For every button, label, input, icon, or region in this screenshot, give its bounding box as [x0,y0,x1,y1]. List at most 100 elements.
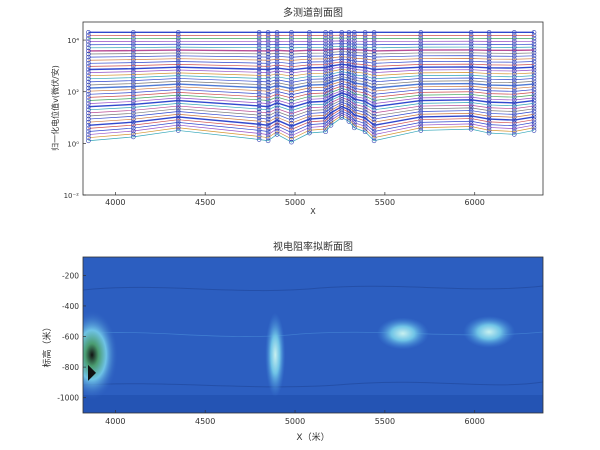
data-point [468,38,474,44]
data-point [531,50,537,56]
data-point [256,94,262,100]
data-point [289,54,294,60]
data-point [486,96,492,102]
data-point [175,41,181,47]
data-point [307,94,312,99]
data-point [362,30,368,35]
data-point [371,113,377,119]
data-point [371,39,377,44]
data-point [131,69,136,74]
data-point [274,114,280,120]
data-point [468,61,474,67]
data-point [256,48,262,54]
data-point [256,134,262,139]
data-point [418,56,424,61]
data-point [511,74,517,80]
series-line [88,63,535,71]
data-point [362,70,368,76]
data-point [371,73,377,79]
data-point [531,70,537,76]
data-point [531,117,537,122]
data-point [362,93,368,99]
data-point [362,56,368,62]
data-point [371,36,377,41]
data-point [289,73,294,79]
data-point [328,95,334,100]
data-point [265,135,271,140]
data-point [352,96,357,102]
data-point [339,66,345,72]
data-point [511,39,517,44]
data-point [362,53,368,59]
data-point [352,44,357,50]
data-point [323,104,328,110]
data-point [346,73,352,78]
data-point [352,99,357,105]
data-point [323,39,328,44]
data-point [352,41,357,47]
data-point [511,45,517,50]
data-point [352,80,357,86]
data-point [339,35,345,41]
data-point [486,53,492,59]
data-point [131,102,136,107]
data-point [274,30,280,35]
data-point [256,137,262,142]
data-point [131,122,136,128]
data-point [531,84,537,90]
data-point [274,132,280,137]
data-point [371,104,377,109]
data-point [339,79,345,84]
data-point [274,45,280,50]
series-line [88,87,535,102]
data-point [86,119,91,125]
data-point [175,30,181,35]
data-point [418,73,424,78]
data-point [531,120,537,125]
data-point [323,79,328,85]
data-point [486,94,492,99]
resistivity-anomaly [376,317,429,350]
data-point [371,138,377,144]
data-point [328,87,334,93]
data-point [256,63,262,69]
data-point [511,33,517,38]
data-point [256,54,262,60]
data-point [418,33,424,38]
data-point [175,47,181,53]
data-point [352,125,357,131]
data-point [323,59,328,65]
data-point [131,75,136,80]
data-point [511,48,517,53]
data-point [307,39,312,44]
data-point [486,91,492,96]
data-point [511,126,517,131]
data-point [468,92,474,97]
data-point [339,54,345,60]
plot-frame [82,21,544,196]
data-point [468,105,474,111]
data-point [175,87,181,92]
data-point [256,118,262,124]
data-point [86,88,91,94]
data-point [323,110,328,115]
y-tick-label: -600 [62,333,79,342]
data-point [289,117,294,123]
data-point [418,92,424,98]
data-point [307,33,312,38]
data-point [289,98,294,104]
data-point [86,57,91,63]
data-point [511,71,517,77]
data-point [265,122,271,128]
data-point [486,108,492,113]
data-point [352,104,357,110]
data-point [274,77,280,83]
data-point [131,42,136,47]
data-point [274,59,280,65]
data-point [175,53,181,59]
data-point [346,102,352,108]
data-point [468,30,474,35]
data-point [346,55,352,60]
data-point [175,98,181,103]
data-point [289,51,294,57]
